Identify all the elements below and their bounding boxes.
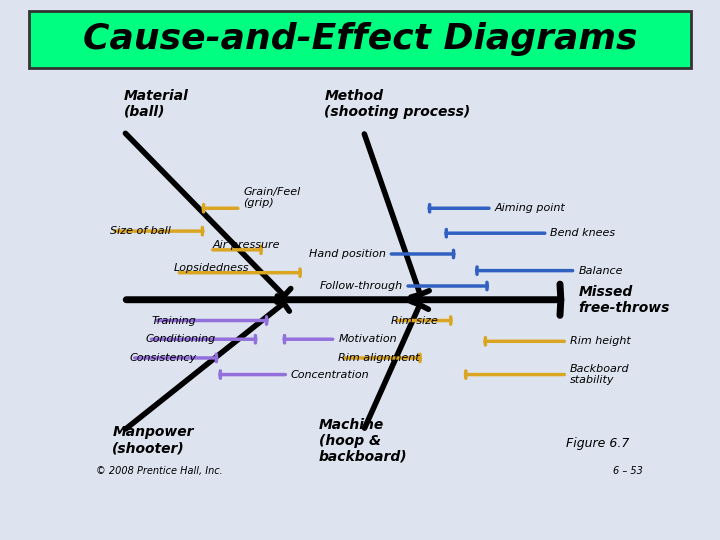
Text: Rim alignment: Rim alignment (338, 353, 420, 363)
Text: Backboard
stability: Backboard stability (570, 364, 629, 386)
Text: Manpower
(shooter): Manpower (shooter) (112, 426, 194, 456)
Text: Method
(shooting process): Method (shooting process) (324, 89, 471, 119)
Text: Follow-through: Follow-through (320, 281, 402, 291)
Text: Size of ball: Size of ball (109, 226, 171, 236)
Text: Motivation: Motivation (338, 334, 397, 344)
Text: 6 – 53: 6 – 53 (613, 467, 642, 476)
Text: © 2008 Prentice Hall, Inc.: © 2008 Prentice Hall, Inc. (96, 467, 222, 476)
Text: Cause-and-Effect Diagrams: Cause-and-Effect Diagrams (83, 22, 637, 56)
Text: Training: Training (151, 315, 196, 326)
Text: Air pressure: Air pressure (213, 240, 280, 250)
Text: Lopsidedness: Lopsidedness (174, 262, 249, 273)
Text: Rim height: Rim height (570, 336, 631, 346)
Text: Figure 6.7: Figure 6.7 (566, 437, 629, 450)
Text: Machine
(hoop &
backboard): Machine (hoop & backboard) (319, 417, 408, 464)
Text: Concentration: Concentration (291, 369, 369, 380)
Text: Aiming point: Aiming point (495, 203, 565, 213)
Text: Material
(ball): Material (ball) (124, 89, 189, 119)
Text: Balance: Balance (578, 266, 623, 275)
Text: Grain/Feel
(grip): Grain/Feel (grip) (243, 187, 301, 208)
Text: Rim size: Rim size (392, 315, 438, 326)
Text: Conditioning: Conditioning (145, 334, 216, 344)
Text: Hand position: Hand position (309, 249, 386, 259)
Text: Bend knees: Bend knees (550, 228, 616, 238)
Text: Consistency: Consistency (129, 353, 196, 363)
Text: Missed
free-throws: Missed free-throws (578, 285, 670, 315)
